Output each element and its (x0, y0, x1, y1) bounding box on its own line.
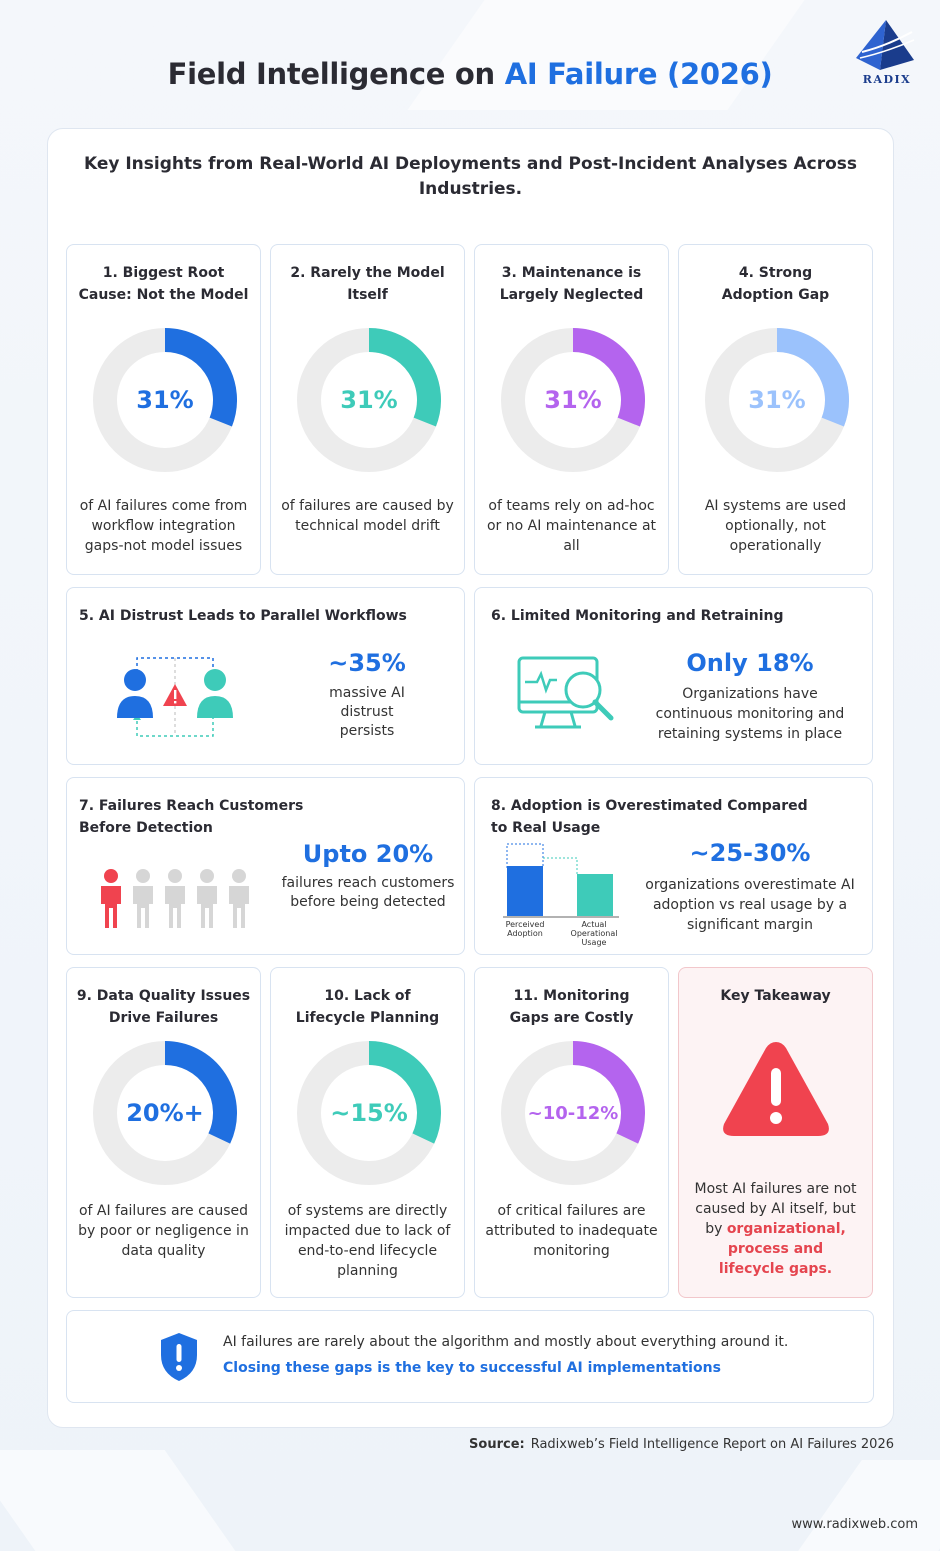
donut-segment (572, 328, 645, 427)
donut-svg (93, 1041, 237, 1185)
card-title: 4. Strong Adoption Gap (721, 265, 830, 303)
donut-value: 20%+ (126, 1099, 204, 1127)
donut-value: 31% (136, 386, 194, 414)
subtitle: Key Insights from Real-World AI Deployme… (83, 154, 858, 199)
donut-svg (705, 328, 849, 472)
pyramid-logo-icon (856, 20, 915, 70)
donut-value: ~15% (330, 1099, 408, 1127)
background-shape (0, 1450, 236, 1551)
parallel-workflows-icon (117, 657, 233, 737)
donut-segment (776, 328, 849, 427)
title-main: Field Intelligence on (167, 57, 505, 91)
key-takeaway-card: Key Takeaway Most AI failures are not ca… (678, 967, 873, 1298)
donut-segment (164, 1041, 237, 1144)
insight-card-wide: 8. Adoption is Overestimated Compared to… (474, 777, 873, 955)
monitor-magnifier-icon (517, 656, 614, 729)
card-title: 8. Adoption is Overestimated Compared to… (491, 798, 808, 836)
card-description: of AI failures come from workflow integr… (79, 498, 248, 554)
conclusion-note: AI failures are rarely about the algorit… (66, 1310, 874, 1403)
bar-label: Perceived Adoption (505, 920, 545, 938)
card-title: 11. Monitoring Gaps are Costly (509, 988, 634, 1026)
source-credit: Source: Radixweb’s Field Intelligence Rep… (469, 1437, 894, 1452)
donut-value: 31% (544, 386, 602, 414)
card-description: of systems are directly impacted due to … (284, 1203, 451, 1279)
insight-card: 3. Maintenance is Largely Neglected 31% … (474, 244, 669, 575)
donut-segment (164, 328, 237, 427)
stat-number: 20% (375, 840, 434, 868)
logo-text: RADIX (862, 73, 912, 86)
donut-value: 31% (340, 386, 398, 414)
card-title: 2. Rarely the Model Itself (290, 265, 445, 303)
insight-card: 2. Rarely the Model Itself 31% of failur… (270, 244, 465, 575)
shield-alert-icon (161, 1333, 197, 1381)
insight-card: 9. Data Quality Issues Drive Failures 20… (66, 967, 261, 1298)
card-title: 10. Lack of Lifecycle Planning (295, 988, 440, 1026)
stat-prefix: Upto (302, 840, 376, 868)
card-title: 6. Limited Monitoring and Retraining (491, 608, 784, 624)
donut-segment (572, 1041, 645, 1144)
donut-svg (501, 328, 645, 472)
insight-card-wide: 7. Failures Reach Customers Before Detec… (66, 777, 465, 955)
takeaway-title: Key Takeaway (720, 988, 831, 1004)
source-text: Radixweb’s Field Intelligence Report on … (530, 1437, 894, 1452)
donut-value: ~10-12% (527, 1102, 619, 1124)
stat-description: Organizations have continuous monitoring… (655, 686, 845, 742)
stat-value: ~35% (328, 649, 406, 677)
insight-card-wide: 6. Limited Monitoring and Retraining Onl… (474, 587, 873, 765)
takeaway-text: Most AI failures are not caused by AI it… (693, 1179, 858, 1279)
takeaway-highlight: organizational, process and lifecycle ga… (718, 1221, 846, 1277)
donut-chart: 20%+ (93, 1041, 237, 1185)
insight-card-wide: 5. AI Distrust Leads to Parallel Workflo… (66, 587, 465, 765)
stat-description: failures reach customers before being de… (281, 875, 455, 910)
donut-segment (368, 1041, 441, 1144)
donut-chart: 31% (705, 328, 849, 472)
warning-triangle-icon (723, 1042, 829, 1136)
donut-segment (368, 328, 441, 427)
donut-svg (93, 328, 237, 472)
stat-value: Upto 20% (293, 840, 443, 868)
title-accent: AI Failure (2026) (504, 57, 773, 91)
bar-label: Actual Operational Usage (570, 920, 618, 947)
background-shape (798, 1460, 940, 1551)
donut-chart: ~15% (297, 1041, 441, 1185)
insight-card: 4. Strong Adoption Gap 31% AI systems ar… (678, 244, 873, 575)
card-description: of teams rely on ad-hoc or no AI mainten… (486, 498, 657, 554)
insight-card: 11. Monitoring Gaps are Costly ~10-12% o… (474, 967, 669, 1298)
donut-chart: 31% (501, 328, 645, 472)
source-label: Source: (469, 1437, 525, 1452)
background-shape (407, 0, 833, 110)
note-highlight: Closing these gaps is the key to success… (223, 1360, 721, 1376)
people-row-icon (101, 869, 249, 928)
donut-chart: 31% (297, 328, 441, 472)
website-url: www.radixweb.com (791, 1517, 918, 1532)
card-description: AI systems are used optionally, not oper… (704, 498, 847, 554)
donut-svg (297, 1041, 441, 1185)
insight-card: 10. Lack of Lifecycle Planning ~15% of s… (270, 967, 465, 1298)
card-title: 3. Maintenance is Largely Neglected (499, 265, 644, 303)
donut-svg (297, 328, 441, 472)
donut-svg (501, 1041, 645, 1185)
stat-description: organizations overestimate AI adoption v… (645, 877, 855, 933)
adoption-bar-chart-icon (503, 843, 619, 918)
donut-value: 31% (748, 386, 806, 414)
stat-value: ~25-30% (689, 839, 811, 867)
takeaway-plain: Most AI failures are not caused by AI it… (694, 1181, 857, 1237)
stat-value: Only 18% (686, 649, 814, 677)
radix-logo: RADIX (852, 18, 922, 90)
donut-chart: ~10-12% (501, 1041, 645, 1185)
page-title: Field Intelligence on AI Failure (2026) (0, 57, 940, 91)
card-title: 5. AI Distrust Leads to Parallel Workflo… (79, 608, 407, 624)
note-line: AI failures are rarely about the algorit… (223, 1334, 789, 1350)
stat-description: massive AI distrust persists (329, 685, 405, 739)
card-description: of failures are caused by technical mode… (281, 498, 454, 534)
card-title: 9. Data Quality Issues Drive Failures (76, 988, 251, 1026)
insight-card: 1. Biggest Root Cause: Not the Model 31%… (66, 244, 261, 575)
card-title: 7. Failures Reach Customers Before Detec… (79, 798, 304, 836)
card-description: of critical failures are attributed to i… (485, 1203, 658, 1259)
donut-chart: 31% (93, 328, 237, 472)
card-description: of AI failures are caused by poor or neg… (78, 1203, 249, 1259)
card-title: 1. Biggest Root Cause: Not the Model (78, 265, 249, 303)
